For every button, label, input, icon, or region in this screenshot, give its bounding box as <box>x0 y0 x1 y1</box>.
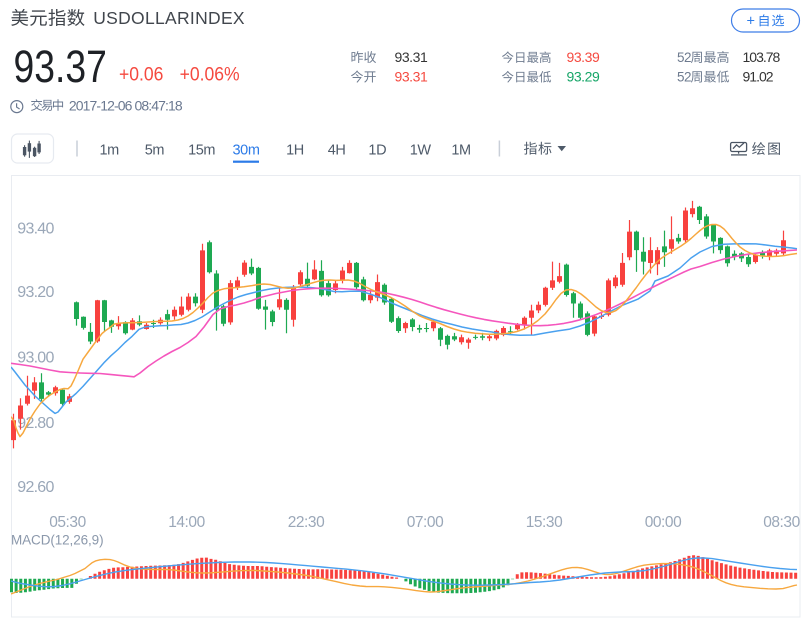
svg-text:91.02: 91.02 <box>743 69 774 85</box>
svg-text:5m: 5m <box>145 143 165 159</box>
svg-text:52: 52 <box>677 70 691 85</box>
svg-text:1D: 1D <box>368 143 386 159</box>
svg-text:1W: 1W <box>410 143 432 159</box>
svg-text:15:30: 15:30 <box>526 514 563 531</box>
svg-text:92.60: 92.60 <box>17 479 54 496</box>
svg-text:MACD(12,26,9): MACD(12,26,9) <box>11 533 103 548</box>
svg-text:14:00: 14:00 <box>168 514 205 531</box>
svg-text:15m: 15m <box>188 143 215 159</box>
svg-text:08:30: 08:30 <box>763 514 800 531</box>
svg-text:103.78: 103.78 <box>743 49 781 65</box>
svg-text:93.31: 93.31 <box>395 69 428 85</box>
svg-text:93.31: 93.31 <box>395 49 428 65</box>
svg-text:00:00: 00:00 <box>645 514 682 531</box>
svg-text:USDOLLARINDEX: USDOLLARINDEX <box>93 8 245 28</box>
svg-text:92.80: 92.80 <box>17 415 54 432</box>
svg-text:1M: 1M <box>451 143 470 159</box>
svg-text:22:30: 22:30 <box>288 514 325 531</box>
svg-text:07:00: 07:00 <box>407 514 444 531</box>
svg-text:30m: 30m <box>232 143 259 159</box>
svg-text:4H: 4H <box>328 143 346 159</box>
svg-text:+0.06: +0.06 <box>119 62 163 84</box>
svg-text:+0.06%: +0.06% <box>180 62 240 84</box>
svg-text:1H: 1H <box>286 143 304 159</box>
svg-text:93.39: 93.39 <box>567 49 600 65</box>
svg-text:93.29: 93.29 <box>567 69 600 85</box>
svg-text:93.37: 93.37 <box>14 40 107 91</box>
svg-text:52: 52 <box>677 50 691 65</box>
svg-text:93.00: 93.00 <box>17 349 54 366</box>
svg-text:05:30: 05:30 <box>49 514 86 531</box>
svg-text:+: + <box>747 13 755 29</box>
svg-text:1m: 1m <box>100 143 120 159</box>
svg-text:93.40: 93.40 <box>17 220 54 237</box>
svg-text:93.20: 93.20 <box>17 284 54 301</box>
svg-text:2017-12-06 08:47:18: 2017-12-06 08:47:18 <box>69 97 183 113</box>
